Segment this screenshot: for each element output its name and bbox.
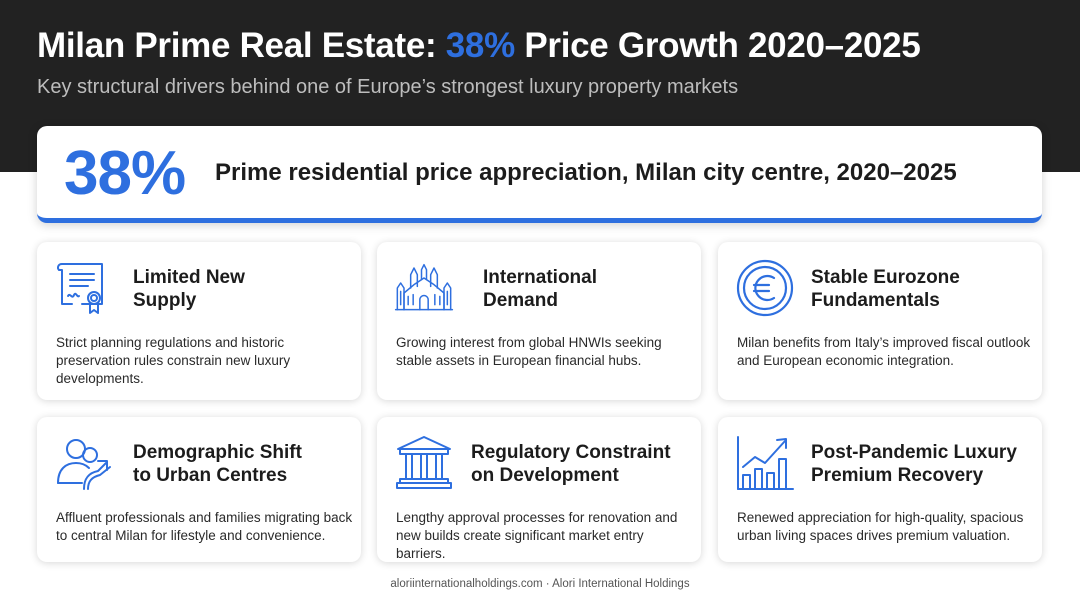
card-title: International Demand [483,266,597,312]
card-title: Demographic Shift to Urban Centres [133,441,302,487]
card-title: Limited New Supply [133,266,245,312]
title-prefix: Milan Prime Real Estate: [37,26,446,65]
driver-card-regulatory: Regulatory Constraint on Development Leng… [377,417,701,562]
certificate-icon [54,258,114,318]
card-description: Affluent professionals and families migr… [56,510,353,543]
driver-card-demographic: Demographic Shift to Urban Centres Afflue… [37,417,361,562]
euro-coin-icon [735,258,795,318]
card-title-line: Fundamentals [811,290,940,311]
card-description: Milan benefits from Italy’s improved fis… [737,335,1031,368]
growth-chart-icon [735,433,795,493]
driver-card-limited-supply: Limited New Supply Strict planning regula… [37,242,361,400]
title-accent: 38% [445,26,515,65]
card-title-line: Demand [483,290,558,311]
cathedral-icon [394,258,454,318]
driver-card-international-demand: International Demand Growing interest fro… [377,242,701,400]
card-title-line: Regulatory Constraint [471,442,671,463]
card-title-line: Demographic Shift [133,442,302,463]
people-arrow-icon [54,433,114,493]
card-title-line: Premium Recovery [811,465,984,486]
hero-number: 38% [64,139,186,208]
card-title-line: Stable Eurozone [811,267,960,288]
driver-card-eurozone: Stable Eurozone Fundamentals Milan benefi… [718,242,1042,400]
card-title-line: on Development [471,465,619,486]
card-title: Post-Pandemic Luxury Premium Recovery [811,441,1017,487]
card-title-line: Post-Pandemic Luxury [811,442,1017,463]
card-description: Strict planning regulations and historic… [56,335,291,386]
footer-attribution: aloriinternationalholdings.com · Alori I… [390,578,690,590]
hero-stat-card: 38% Prime residential price appreciation… [37,126,1042,223]
card-title: Stable Eurozone Fundamentals [811,266,960,312]
page-title: Milan Prime Real Estate: 38% Price Growt… [37,26,921,66]
card-title-line: Limited New [133,267,245,288]
government-building-icon [394,433,454,493]
driver-card-post-pandemic: Post-Pandemic Luxury Premium Recovery Ren… [718,417,1042,562]
card-title-line: to Urban Centres [133,465,288,486]
card-title: Regulatory Constraint on Development [471,441,671,487]
card-title-line: Supply [133,290,197,311]
card-description: Lengthy approval processes for renovatio… [396,510,678,561]
card-description: Growing interest from global HNWIs seeki… [396,335,662,368]
card-title-line: International [483,267,598,288]
card-description: Renewed appreciation for high-quality, s… [737,510,1024,543]
page-subtitle: Key structural drivers behind one of Eur… [37,76,739,98]
title-suffix: Price Growth 2020–2025 [514,26,921,65]
hero-text: Prime residential price appreciation, Mi… [215,159,957,186]
